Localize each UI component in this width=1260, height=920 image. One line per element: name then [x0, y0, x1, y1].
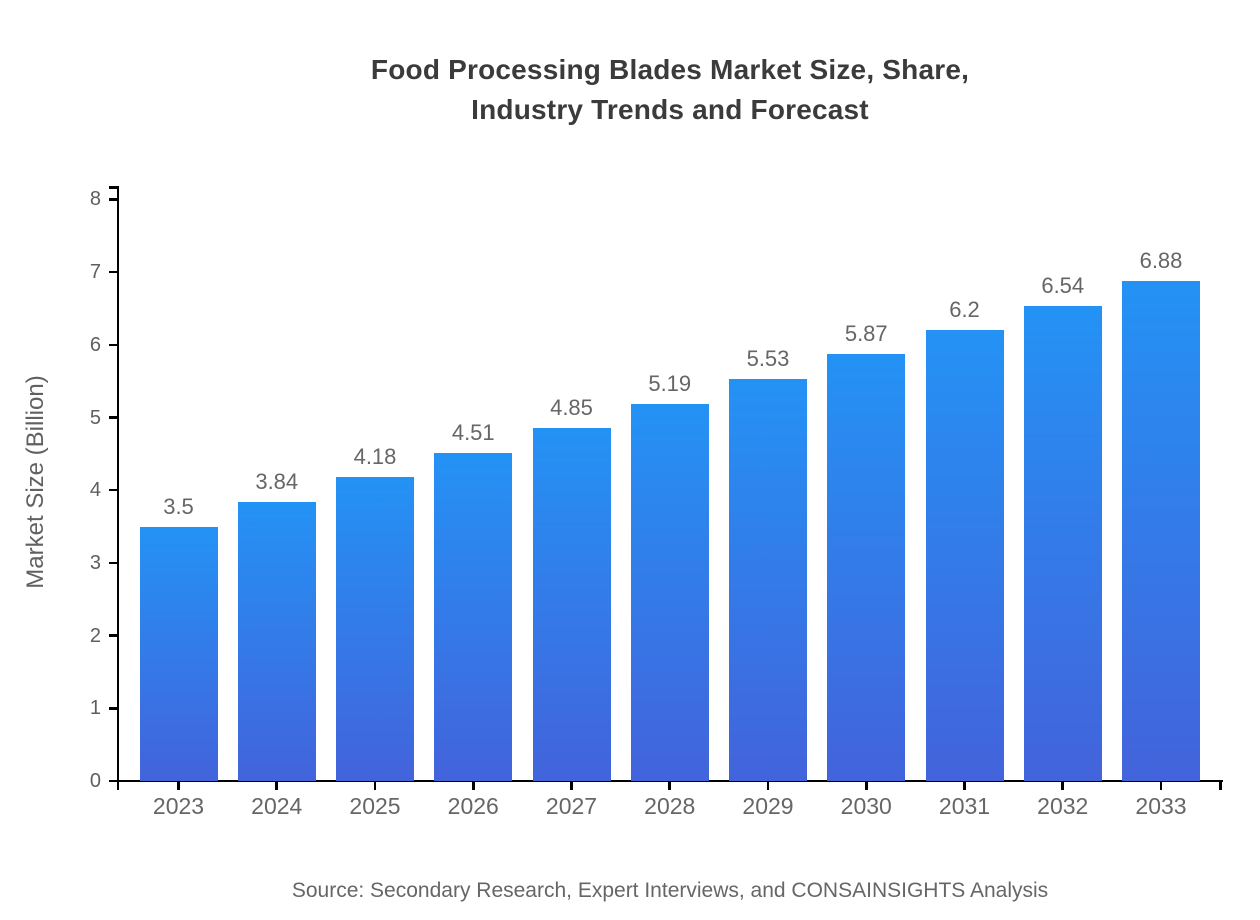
- x-tick-label: 2029: [742, 793, 794, 819]
- bar-value-label: 5.53: [746, 345, 790, 371]
- bar: [336, 477, 414, 781]
- x-tick-label: 2024: [251, 793, 303, 819]
- x-tick-label: 2031: [938, 793, 991, 819]
- bar-value-label: 3.84: [255, 468, 299, 494]
- y-tick-label: 4: [89, 479, 101, 502]
- y-tick: [109, 416, 118, 419]
- x-tick-label: 2028: [644, 793, 696, 819]
- y-tick: [109, 198, 118, 201]
- x-tick-label: 2023: [152, 793, 205, 819]
- bar-value-label: 5.87: [844, 321, 888, 347]
- y-tick: [109, 707, 118, 710]
- bar: [1023, 305, 1102, 781]
- bar: [925, 330, 1004, 781]
- y-tick-label: 0: [89, 770, 101, 792]
- bar: [630, 403, 709, 781]
- x-tick: [864, 781, 868, 790]
- x-tick: [177, 781, 180, 790]
- bar: [532, 428, 611, 781]
- x-tick: [373, 781, 377, 790]
- x-tick-label: 2025: [349, 793, 401, 819]
- y-tick-label: 2: [89, 624, 101, 647]
- bar: [1122, 280, 1200, 781]
- chart-title-line-1: Food Processing Blades Market Size, Shar…: [370, 54, 970, 85]
- x-tick-label: 2030: [840, 793, 892, 819]
- x-axis-end-tick: [1219, 781, 1222, 790]
- bar-value-label: 6.54: [1041, 272, 1085, 298]
- x-tick: [668, 781, 672, 790]
- source-caption: Source: Secondary Research, Expert Inter…: [291, 879, 1049, 902]
- y-tick-label: 8: [89, 188, 101, 211]
- x-tick-label: 2032: [1037, 793, 1089, 819]
- y-tick: [109, 779, 118, 783]
- x-tick: [1061, 781, 1065, 790]
- x-tick: [766, 781, 770, 790]
- bar: [139, 526, 218, 781]
- x-axis-line: [116, 779, 1224, 783]
- y-tick-label: 6: [89, 333, 101, 356]
- x-tick: [471, 781, 475, 790]
- y-tick-label: 3: [89, 551, 101, 574]
- bar-value-label: 5.19: [648, 370, 692, 396]
- y-tick: [109, 561, 118, 565]
- y-tick: [109, 270, 118, 274]
- x-tick: [1159, 781, 1163, 790]
- x-tick-label: 2026: [447, 793, 499, 819]
- x-tick-label: 2027: [545, 793, 598, 819]
- bar-value-label: 6.2: [949, 297, 980, 323]
- y-tick: [109, 343, 118, 347]
- y-tick-label: 7: [89, 261, 101, 284]
- y-axis-title: Market Size (Billion): [22, 375, 49, 589]
- bar: [434, 453, 513, 781]
- y-axis-end-tick: [109, 186, 118, 189]
- y-axis-line: [116, 186, 120, 783]
- y-tick: [109, 634, 118, 637]
- bar-value-label: 4.18: [353, 444, 397, 470]
- bar-value-label: 6.88: [1139, 247, 1183, 273]
- x-tick: [570, 781, 573, 790]
- x-tick: [963, 781, 966, 790]
- bar: [827, 354, 906, 781]
- y-tick: [109, 488, 118, 492]
- x-axis-origin-tick: [116, 781, 120, 790]
- bar-value-label: 3.5: [163, 493, 194, 519]
- bar-value-label: 4.51: [451, 420, 495, 446]
- bar-value-label: 4.85: [550, 395, 593, 421]
- y-tick-label: 1: [89, 697, 101, 720]
- chart-title-line-2: Industry Trends and Forecast: [471, 94, 869, 125]
- x-tick-label: 2033: [1135, 793, 1187, 819]
- bar: [237, 501, 316, 781]
- bar: [729, 378, 807, 781]
- y-tick-label: 5: [89, 406, 101, 429]
- chart-title: Food Processing Blades Market Size, Shar…: [80, 50, 1260, 130]
- x-tick: [275, 781, 279, 790]
